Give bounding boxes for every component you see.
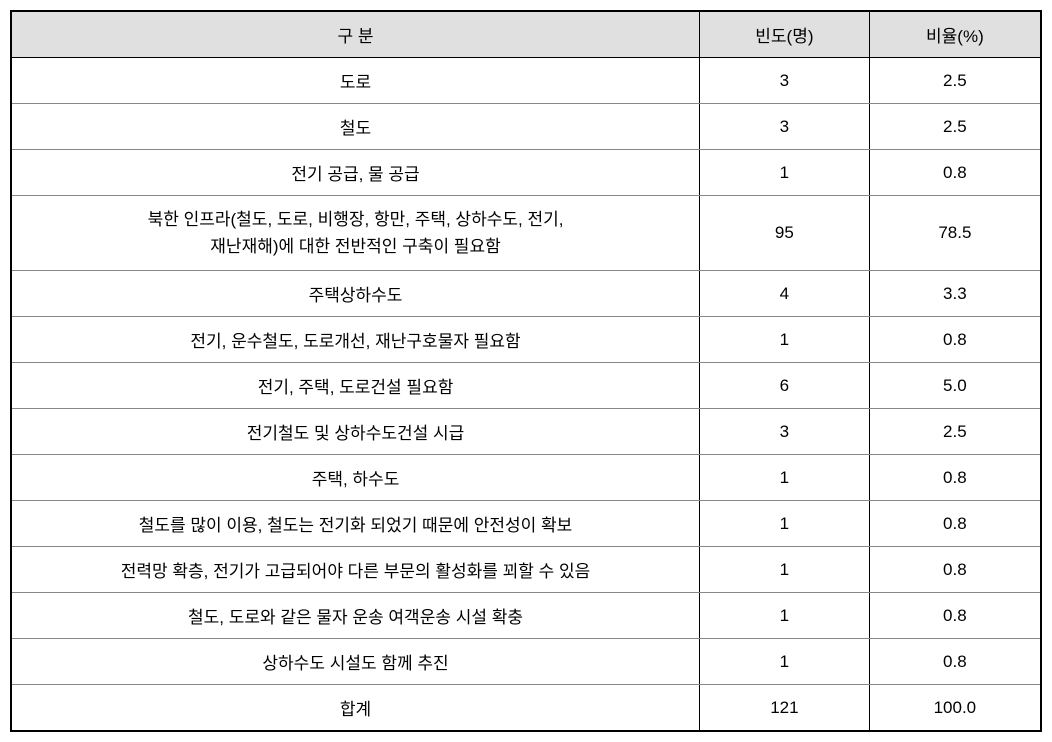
cell-frequency: 1 <box>700 547 870 593</box>
header-frequency: 빈도(명) <box>700 11 870 58</box>
cell-ratio: 0.8 <box>869 501 1041 547</box>
cell-frequency: 6 <box>700 363 870 409</box>
cell-ratio: 2.5 <box>869 58 1041 104</box>
cell-frequency: 1 <box>700 455 870 501</box>
cell-frequency: 3 <box>700 104 870 150</box>
cell-category: 북한 인프라(철도, 도로, 비행장, 항만, 주택, 상하수도, 전기,재난재… <box>11 196 700 271</box>
cell-frequency: 1 <box>700 501 870 547</box>
cell-frequency: 3 <box>700 58 870 104</box>
cell-ratio: 5.0 <box>869 363 1041 409</box>
cell-frequency: 4 <box>700 271 870 317</box>
table-row: 상하수도 시설도 함께 추진10.8 <box>11 639 1041 685</box>
data-table: 구 분 빈도(명) 비율(%) 도로32.5철도32.5전기 공급, 물 공급1… <box>10 10 1042 732</box>
cell-category: 전기철도 및 상하수도건설 시급 <box>11 409 700 455</box>
cell-category: 철도, 도로와 같은 물자 운송 여객운송 시설 확충 <box>11 593 700 639</box>
cell-category: 전기, 주택, 도로건설 필요함 <box>11 363 700 409</box>
cell-ratio: 100.0 <box>869 685 1041 732</box>
cell-frequency: 95 <box>700 196 870 271</box>
cell-category: 주택상하수도 <box>11 271 700 317</box>
cell-ratio: 3.3 <box>869 271 1041 317</box>
cell-category: 주택, 하수도 <box>11 455 700 501</box>
cell-frequency: 1 <box>700 150 870 196</box>
table-row: 철도32.5 <box>11 104 1041 150</box>
cell-ratio: 0.8 <box>869 639 1041 685</box>
table-row: 주택상하수도43.3 <box>11 271 1041 317</box>
table-body: 도로32.5철도32.5전기 공급, 물 공급10.8북한 인프라(철도, 도로… <box>11 58 1041 732</box>
cell-frequency: 121 <box>700 685 870 732</box>
table-row: 철도를 많이 이용, 철도는 전기화 되었기 때문에 안전성이 확보10.8 <box>11 501 1041 547</box>
table-row: 도로32.5 <box>11 58 1041 104</box>
table-row: 주택, 하수도10.8 <box>11 455 1041 501</box>
cell-ratio: 0.8 <box>869 317 1041 363</box>
header-ratio: 비율(%) <box>869 11 1041 58</box>
cell-frequency: 3 <box>700 409 870 455</box>
cell-category: 전기 공급, 물 공급 <box>11 150 700 196</box>
table-row: 철도, 도로와 같은 물자 운송 여객운송 시설 확충10.8 <box>11 593 1041 639</box>
cell-category: 합계 <box>11 685 700 732</box>
cell-category: 전력망 확층, 전기가 고급되어야 다른 부문의 활성화를 꾀할 수 있음 <box>11 547 700 593</box>
cell-category: 도로 <box>11 58 700 104</box>
header-row: 구 분 빈도(명) 비율(%) <box>11 11 1041 58</box>
table-row: 전기, 주택, 도로건설 필요함65.0 <box>11 363 1041 409</box>
table-row: 전기, 운수철도, 도로개선, 재난구호물자 필요함10.8 <box>11 317 1041 363</box>
cell-category: 철도 <box>11 104 700 150</box>
cell-frequency: 1 <box>700 317 870 363</box>
cell-ratio: 78.5 <box>869 196 1041 271</box>
table-header: 구 분 빈도(명) 비율(%) <box>11 11 1041 58</box>
cell-category: 철도를 많이 이용, 철도는 전기화 되었기 때문에 안전성이 확보 <box>11 501 700 547</box>
cell-frequency: 1 <box>700 639 870 685</box>
cell-ratio: 2.5 <box>869 104 1041 150</box>
cell-ratio: 0.8 <box>869 150 1041 196</box>
table-row: 전기 공급, 물 공급10.8 <box>11 150 1041 196</box>
table-container: 구 분 빈도(명) 비율(%) 도로32.5철도32.5전기 공급, 물 공급1… <box>10 10 1042 732</box>
table-row: 북한 인프라(철도, 도로, 비행장, 항만, 주택, 상하수도, 전기,재난재… <box>11 196 1041 271</box>
table-row: 전기철도 및 상하수도건설 시급32.5 <box>11 409 1041 455</box>
table-row: 전력망 확층, 전기가 고급되어야 다른 부문의 활성화를 꾀할 수 있음10.… <box>11 547 1041 593</box>
cell-ratio: 0.8 <box>869 547 1041 593</box>
cell-category: 상하수도 시설도 함께 추진 <box>11 639 700 685</box>
table-row: 합계121100.0 <box>11 685 1041 732</box>
cell-category: 전기, 운수철도, 도로개선, 재난구호물자 필요함 <box>11 317 700 363</box>
cell-frequency: 1 <box>700 593 870 639</box>
cell-ratio: 0.8 <box>869 455 1041 501</box>
cell-ratio: 0.8 <box>869 593 1041 639</box>
header-category: 구 분 <box>11 11 700 58</box>
cell-ratio: 2.5 <box>869 409 1041 455</box>
